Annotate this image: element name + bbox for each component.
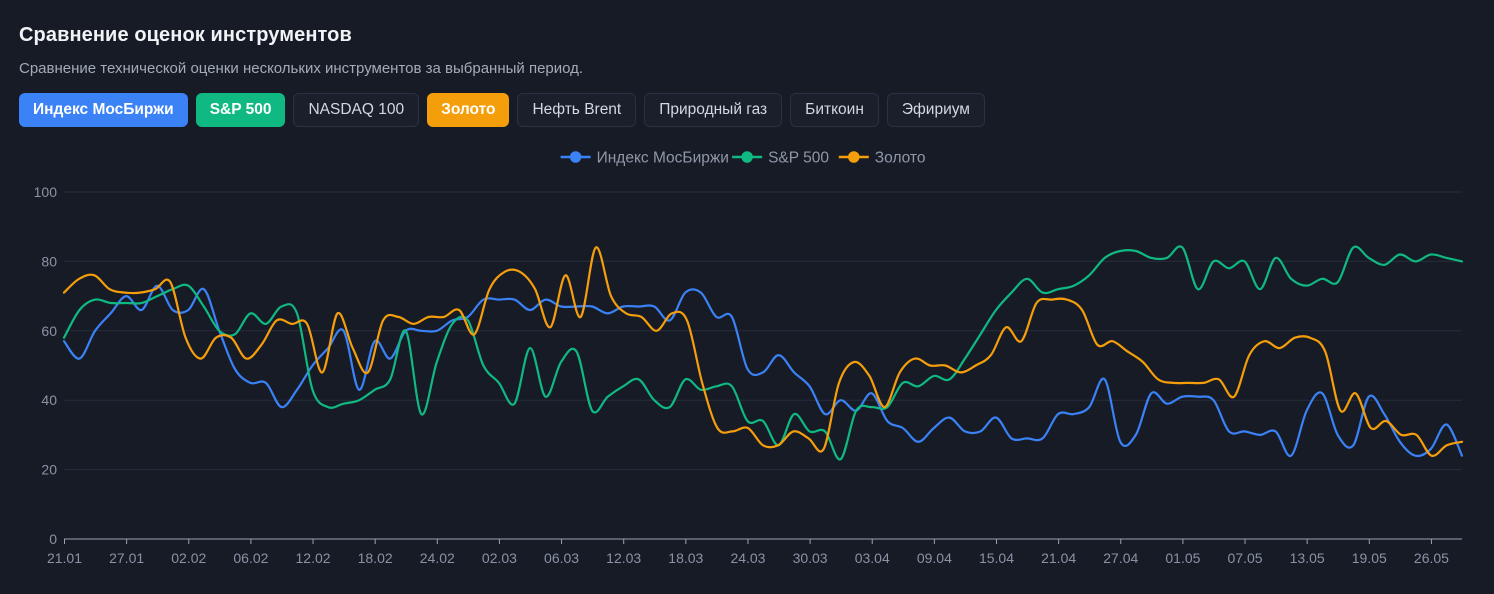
x-tick-label: 01.05 [1165,550,1200,566]
x-tick-label: 18.02 [358,550,393,566]
x-tick-label: 21.04 [1041,550,1076,566]
legend-marker [848,151,860,163]
legend-label: S&P 500 [768,150,829,167]
instrument-chip-ethereum[interactable]: Эфириум [886,93,985,127]
instrument-chip-nasdaq100[interactable]: NASDAQ 100 [293,93,420,127]
instrument-chip-natural-gas[interactable]: Природный газ [644,93,783,127]
x-tick-label: 02.02 [171,550,206,566]
x-tick-label: 19.05 [1352,550,1387,566]
x-tick-label: 27.01 [109,550,144,566]
instrument-selector: Индекс МосБиржи S&P 500 NASDAQ 100 Золот… [19,93,985,127]
series-line-sp500 [62,245,1464,461]
chart-legend: Индекс МосБиржи S&P 500 Золото [560,150,926,167]
page-subtitle: Сравнение технической оценки нескольких … [19,60,584,77]
y-tick-label: 80 [41,253,57,269]
x-tick-label: 06.03 [544,550,579,566]
x-tick-label: 12.02 [296,550,331,566]
x-tick-label: 18.03 [668,550,703,566]
series-line-moex [62,284,1464,458]
x-tick-label: 15.04 [979,550,1014,566]
x-tick-label: 13.05 [1290,550,1325,566]
x-tick-label: 03.04 [855,550,890,566]
x-tick-label: 06.02 [233,550,268,566]
x-tick-label: 12.03 [606,550,641,566]
y-tick-label: 40 [41,392,57,408]
legend-label: Золото [875,150,926,167]
series-line-gold [62,246,1464,457]
chart-series [62,245,1464,461]
x-tick-label: 21.01 [47,550,82,566]
x-tick-label: 09.04 [917,550,952,566]
instrument-chip-moex[interactable]: Индекс МосБиржи [19,93,188,127]
instrument-chip-gold[interactable]: Золото [427,93,510,127]
instrument-chip-sp500[interactable]: S&P 500 [195,93,286,127]
y-tick-label: 0 [49,531,57,547]
legend-item-sp500: S&P 500 [732,150,829,167]
instrument-chip-brent[interactable]: Нефть Brent [517,93,637,127]
x-tick-label: 24.02 [420,550,455,566]
instrument-chip-bitcoin[interactable]: Биткоин [790,93,879,127]
page-title: Сравнение оценок инструментов [19,24,352,46]
legend-marker [569,151,582,163]
legend-marker [741,151,753,163]
y-tick-label: 100 [34,184,58,200]
y-axis: 0 20 40 60 80 100 [34,184,58,547]
chart-grid [64,191,1462,471]
legend-item-moex: Индекс МосБиржи [560,150,729,167]
x-tick-label: 30.03 [793,550,828,566]
x-tick-label: 26.05 [1414,550,1449,566]
legend-label: Индекс МосБиржи [597,150,729,167]
legend-item-gold: Золото [838,150,926,167]
x-tick-label: 02.03 [482,550,517,566]
x-tick-label: 07.05 [1228,550,1263,566]
y-tick-label: 60 [41,323,57,339]
y-tick-label: 20 [41,462,57,478]
x-tick-label: 27.04 [1103,550,1138,566]
x-axis: 21.01 27.01 02.02 06.02 12.02 18.02 24.02 02.03… [47,538,1462,566]
x-tick-label: 24.03 [730,550,765,566]
